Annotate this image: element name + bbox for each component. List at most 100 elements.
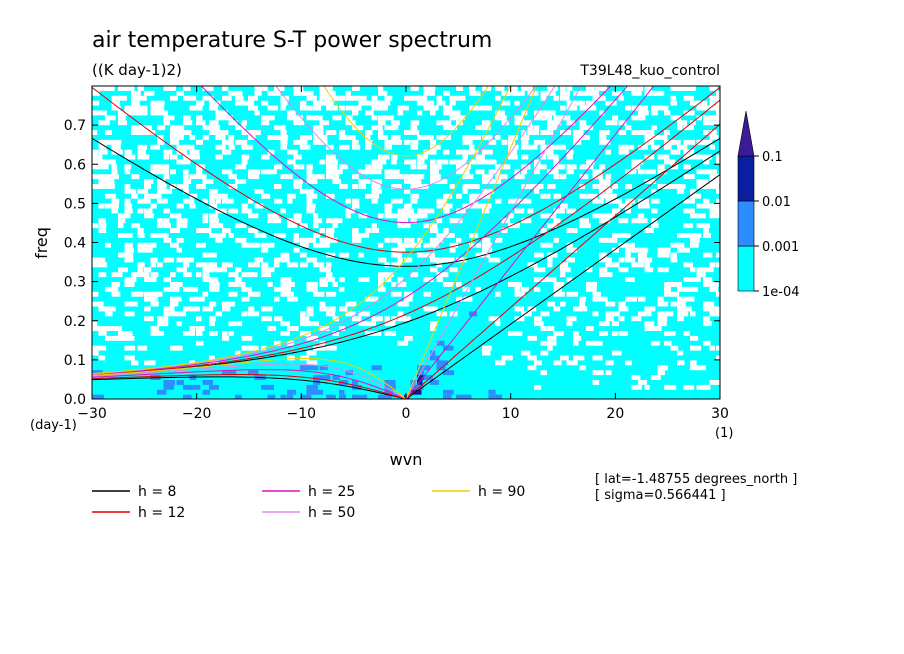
- spectrum-cell: [670, 282, 682, 287]
- spectrum-cell: [209, 213, 218, 219]
- spectrum-cell: [430, 237, 439, 243]
- spectrum-cell: [384, 144, 392, 150]
- spectrum-cell: [436, 135, 447, 140]
- spectrum-cell: [326, 228, 335, 233]
- spectrum-cell: [475, 154, 485, 160]
- spectrum-cell: [352, 105, 362, 111]
- spectrum-cell: [358, 100, 367, 106]
- spectrum-cell: [209, 252, 217, 258]
- spectrum-cell: [202, 262, 212, 268]
- spectrum-cell: [170, 272, 176, 278]
- spectrum-cell: [384, 272, 394, 278]
- spectrum-cell: [170, 86, 176, 91]
- spectrum-cell: [326, 193, 335, 199]
- spectrum-cell: [456, 257, 467, 263]
- spectrum-cell: [131, 105, 141, 111]
- spectrum-cell: [358, 169, 369, 175]
- spectrum-cell: [163, 164, 170, 170]
- spectrum-cell: [638, 213, 645, 219]
- spectrum-cell: [293, 90, 301, 96]
- spectrum-cell: [540, 110, 551, 116]
- spectrum-cell: [326, 86, 333, 91]
- spectrum-cell: [586, 90, 595, 96]
- y-tick-label: 0.4: [64, 236, 86, 252]
- spectrum-cell: [371, 179, 382, 184]
- spectrum-cell: [254, 90, 262, 96]
- x-tick-label: 30: [711, 406, 729, 422]
- spectrum-cell: [436, 100, 446, 106]
- spectrum-cell: [677, 360, 685, 366]
- spectrum-cell: [683, 277, 693, 282]
- spectrum-cell: [579, 223, 591, 229]
- spectrum-cell: [475, 203, 486, 209]
- spectrum-cell: [137, 130, 147, 135]
- spectrum-cell: [599, 267, 608, 273]
- spectrum-cell: [267, 169, 277, 175]
- spectrum-cell: [566, 242, 573, 248]
- x-tick-label: 10: [502, 406, 520, 422]
- spectrum-cell: [495, 110, 505, 116]
- spectrum-cell: [482, 188, 490, 194]
- spectrum-cell: [534, 277, 543, 282]
- spectrum-cell: [267, 242, 275, 248]
- spectrum-cell: [365, 331, 375, 336]
- spectrum-cell: [332, 115, 342, 121]
- spectrum-cell: [651, 105, 660, 111]
- spectrum-cell: [196, 139, 203, 145]
- spectrum-cell: [306, 90, 314, 96]
- spectrum-cell: [124, 355, 135, 361]
- spectrum-cell: [709, 144, 715, 150]
- spectrum-cell: [196, 105, 203, 111]
- spectrum-cell: [703, 120, 711, 126]
- spectrum-cell: [248, 370, 259, 376]
- spectrum-cell: [118, 267, 128, 273]
- spectrum-cell: [345, 135, 356, 140]
- spectrum-cell: [306, 321, 318, 327]
- spectrum-cell: [683, 223, 693, 229]
- spectrum-cell: [261, 154, 270, 160]
- spectrum-cell: [677, 350, 684, 356]
- spectrum-cell: [391, 247, 402, 253]
- spectrum-cell: [482, 159, 492, 165]
- spectrum-cell: [566, 164, 577, 170]
- spectrum-cell: [703, 130, 709, 135]
- spectrum-cell: [527, 144, 538, 150]
- spectrum-cell: [176, 135, 184, 140]
- spectrum-cell: [196, 184, 206, 189]
- spectrum-cell: [365, 321, 376, 327]
- spectrum-cell: [131, 90, 141, 96]
- spectrum-cell: [163, 174, 170, 180]
- spectrum-cell: [592, 198, 604, 204]
- spectrum-cell: [371, 331, 382, 336]
- spectrum-cell: [521, 311, 532, 317]
- spectrum-cell: [267, 218, 277, 224]
- spectrum-cell: [677, 188, 684, 194]
- spectrum-cell: [92, 291, 99, 297]
- spectrum-cell: [313, 223, 319, 229]
- spectrum-cell: [709, 286, 718, 292]
- spectrum-cell: [371, 100, 383, 106]
- spectrum-cell: [618, 120, 627, 126]
- spectrum-cell: [560, 105, 566, 111]
- spectrum-cell: [456, 149, 465, 155]
- spectrum-cell: [644, 267, 654, 273]
- spectrum-cell: [209, 105, 219, 111]
- spectrum-cell: [521, 144, 528, 150]
- spectrum-cell: [423, 149, 435, 155]
- y-tick-label: 0.5: [64, 196, 86, 212]
- spectrum-cell: [313, 218, 323, 224]
- spectrum-cell: [176, 184, 187, 189]
- spectrum-cell: [241, 159, 248, 165]
- spectrum-cell: [709, 208, 720, 214]
- spectrum-cell: [131, 110, 142, 116]
- spectrum-cell: [202, 218, 209, 224]
- spectrum-cell: [248, 228, 259, 233]
- spectrum-cell: [599, 252, 608, 258]
- spectrum-cell: [365, 135, 371, 140]
- spectrum-cell: [371, 296, 379, 302]
- spectrum-cell: [163, 115, 175, 121]
- spectrum-cell: [625, 252, 631, 258]
- spectrum-cell: [709, 311, 720, 317]
- spectrum-cell: [326, 154, 336, 160]
- spectrum-cell: [540, 277, 548, 282]
